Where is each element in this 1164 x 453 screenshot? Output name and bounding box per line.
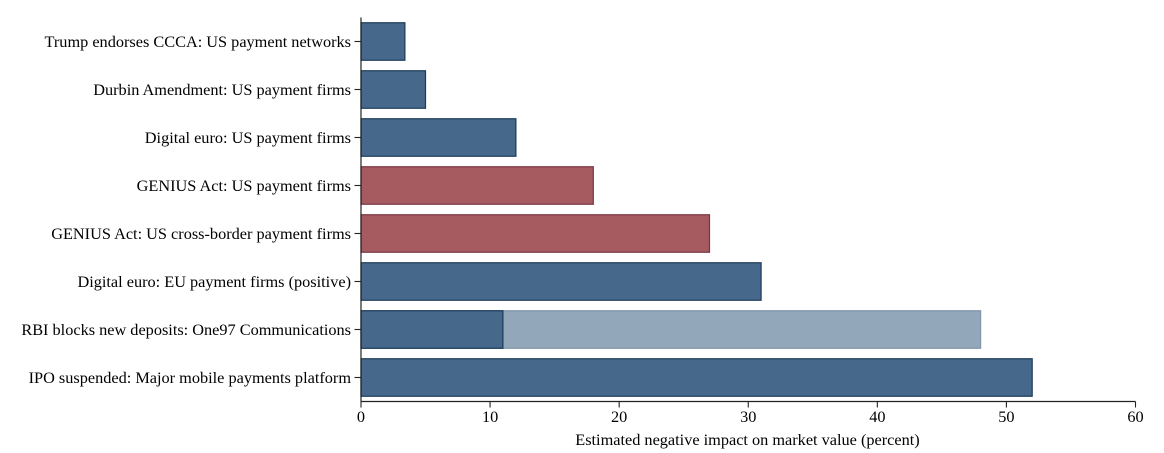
svg-text:60: 60 (1127, 407, 1143, 426)
svg-text:0: 0 (357, 407, 365, 426)
svg-text:30: 30 (740, 407, 756, 426)
svg-text:Digital euro: US payment firms: Digital euro: US payment firms (145, 128, 351, 147)
svg-text:50: 50 (998, 407, 1014, 426)
svg-text:10: 10 (482, 407, 498, 426)
svg-text:Estimated negative impact on m: Estimated negative impact on market valu… (575, 430, 919, 449)
svg-text:40: 40 (869, 407, 885, 426)
svg-text:GENIUS Act: US payment firms: GENIUS Act: US payment firms (137, 176, 351, 195)
svg-text:Trump endorses CCCA: US paymen: Trump endorses CCCA: US payment networks (45, 32, 351, 51)
svg-text:Digital euro: EU payment firms: Digital euro: EU payment firms (positive… (77, 272, 351, 291)
svg-text:GENIUS Act: US cross-border pa: GENIUS Act: US cross-border payment firm… (51, 224, 351, 243)
svg-text:Durbin Amendment: US payment f: Durbin Amendment: US payment firms (93, 80, 351, 99)
svg-text:IPO suspended: Major mobile pa: IPO suspended: Major mobile payments pla… (29, 368, 352, 387)
svg-text:20: 20 (611, 407, 627, 426)
svg-text:RBI blocks new deposits: One97: RBI blocks new deposits: One97 Communica… (21, 320, 351, 339)
